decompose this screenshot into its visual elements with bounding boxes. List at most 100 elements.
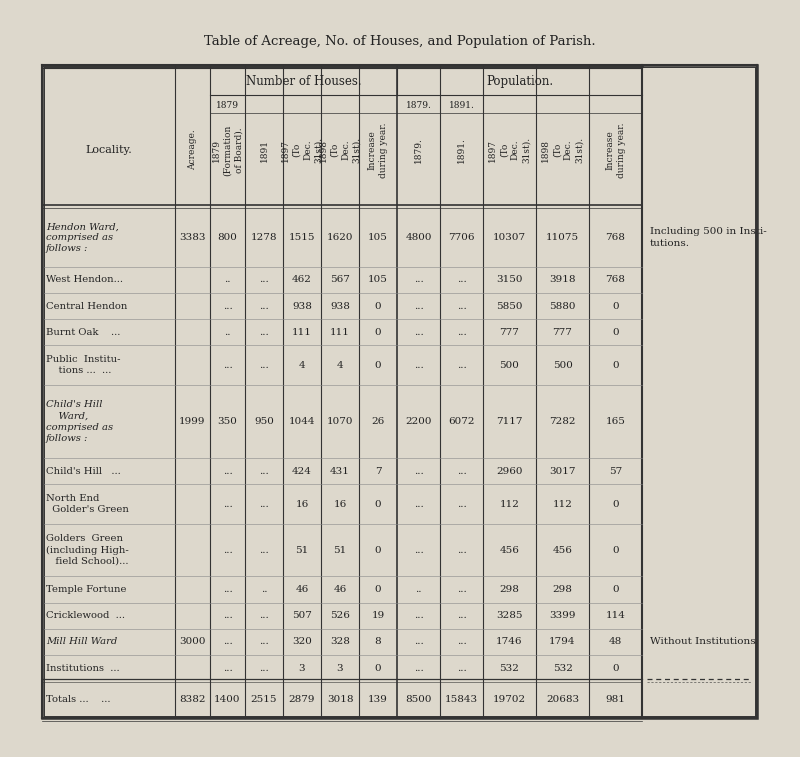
Text: 1879.: 1879. (406, 101, 431, 110)
Text: ...: ... (222, 664, 232, 673)
Text: 105: 105 (368, 233, 388, 242)
Text: Increase
during year.: Increase during year. (368, 122, 388, 178)
Text: 57: 57 (609, 467, 622, 476)
Text: 8: 8 (374, 637, 382, 646)
Text: 0: 0 (612, 328, 619, 337)
Text: 19702: 19702 (493, 695, 526, 704)
Text: 15843: 15843 (445, 695, 478, 704)
Text: Institutions  ...: Institutions ... (46, 664, 120, 673)
Text: Central Hendon: Central Hendon (46, 301, 127, 310)
Text: 298: 298 (499, 585, 519, 594)
Text: 16: 16 (295, 500, 309, 509)
Text: 48: 48 (609, 637, 622, 646)
Text: 1879.: 1879. (414, 137, 423, 163)
Text: 328: 328 (330, 637, 350, 646)
Text: 4: 4 (337, 360, 343, 369)
Text: 1278: 1278 (250, 233, 278, 242)
Text: ...: ... (414, 611, 423, 620)
Text: Without Institutions.: Without Institutions. (650, 637, 759, 646)
Text: 16: 16 (334, 500, 346, 509)
Text: 0: 0 (612, 585, 619, 594)
Text: 1400: 1400 (214, 695, 241, 704)
Text: ...: ... (259, 637, 269, 646)
Text: 46: 46 (295, 585, 309, 594)
Text: 111: 111 (330, 328, 350, 337)
Text: 6072: 6072 (448, 417, 474, 426)
Text: 532: 532 (553, 664, 573, 673)
Text: 3: 3 (337, 664, 343, 673)
Text: 5850: 5850 (496, 301, 522, 310)
Text: 8500: 8500 (406, 695, 432, 704)
Text: ...: ... (414, 637, 423, 646)
Text: 0: 0 (612, 360, 619, 369)
Text: ...: ... (457, 500, 466, 509)
Text: ...: ... (414, 546, 423, 555)
Text: 2960: 2960 (496, 467, 522, 476)
Text: 424: 424 (292, 467, 312, 476)
Text: 46: 46 (334, 585, 346, 594)
Text: 0: 0 (374, 328, 382, 337)
Text: Temple Fortune: Temple Fortune (46, 585, 126, 594)
Bar (42, 65, 757, 718)
Text: 320: 320 (292, 637, 312, 646)
Text: ...: ... (457, 301, 466, 310)
Text: 0: 0 (374, 664, 382, 673)
Text: ...: ... (457, 637, 466, 646)
Text: 3399: 3399 (550, 611, 576, 620)
Text: ...: ... (222, 301, 232, 310)
Text: North End
  Golder's Green: North End Golder's Green (46, 494, 129, 514)
Text: ...: ... (457, 664, 466, 673)
Text: 1070: 1070 (326, 417, 354, 426)
Text: ...: ... (457, 328, 466, 337)
Text: ...: ... (222, 546, 232, 555)
Text: 0: 0 (612, 546, 619, 555)
Text: ...: ... (414, 328, 423, 337)
Text: 1746: 1746 (496, 637, 522, 646)
Text: 532: 532 (499, 664, 519, 673)
Text: 11075: 11075 (546, 233, 579, 242)
Text: ...: ... (414, 301, 423, 310)
Text: Increase
during year.: Increase during year. (606, 122, 626, 178)
Text: 1897
(To
Dec.
31st).: 1897 (To Dec. 31st). (488, 137, 530, 163)
Text: 7117: 7117 (496, 417, 522, 426)
Text: ..: .. (224, 276, 230, 285)
Text: 1891: 1891 (259, 139, 269, 161)
Text: Population.: Population. (486, 75, 553, 88)
Text: 0: 0 (612, 301, 619, 310)
Text: 1897
(To
Dec.
31st).: 1897 (To Dec. 31st). (281, 137, 323, 163)
Text: 500: 500 (553, 360, 573, 369)
Text: ...: ... (457, 467, 466, 476)
Text: 462: 462 (292, 276, 312, 285)
Text: ..: .. (224, 328, 230, 337)
Text: 938: 938 (292, 301, 312, 310)
Text: 0: 0 (374, 546, 382, 555)
Text: 7: 7 (374, 467, 382, 476)
Text: 3918: 3918 (550, 276, 576, 285)
Text: ...: ... (457, 611, 466, 620)
Text: 0: 0 (612, 664, 619, 673)
Text: 1891.: 1891. (449, 101, 474, 110)
Text: 1879
(Formation
of Board).: 1879 (Formation of Board). (212, 124, 243, 176)
Text: 4: 4 (298, 360, 306, 369)
Text: 112: 112 (499, 500, 519, 509)
Text: Golders  Green
(including High-
   field School)...: Golders Green (including High- field Sch… (46, 534, 129, 565)
Text: West Hendon...: West Hendon... (46, 276, 123, 285)
Text: ...: ... (222, 467, 232, 476)
Text: 3150: 3150 (496, 276, 522, 285)
Text: 1898
(To
Dec.
31st).: 1898 (To Dec. 31st). (542, 137, 584, 163)
Text: 567: 567 (330, 276, 350, 285)
Text: Locality.: Locality. (85, 145, 132, 155)
Text: ...: ... (457, 360, 466, 369)
Text: 111: 111 (292, 328, 312, 337)
Text: 777: 777 (553, 328, 573, 337)
Text: Hendon Ward,
comprised as
follows :: Hendon Ward, comprised as follows : (46, 223, 118, 254)
Text: Acreage.: Acreage. (188, 129, 197, 170)
Text: ...: ... (259, 611, 269, 620)
Text: 112: 112 (553, 500, 573, 509)
Text: ...: ... (222, 637, 232, 646)
Text: 7706: 7706 (448, 233, 474, 242)
Text: 0: 0 (374, 500, 382, 509)
Text: ...: ... (414, 360, 423, 369)
Text: 507: 507 (292, 611, 312, 620)
Text: ...: ... (259, 546, 269, 555)
